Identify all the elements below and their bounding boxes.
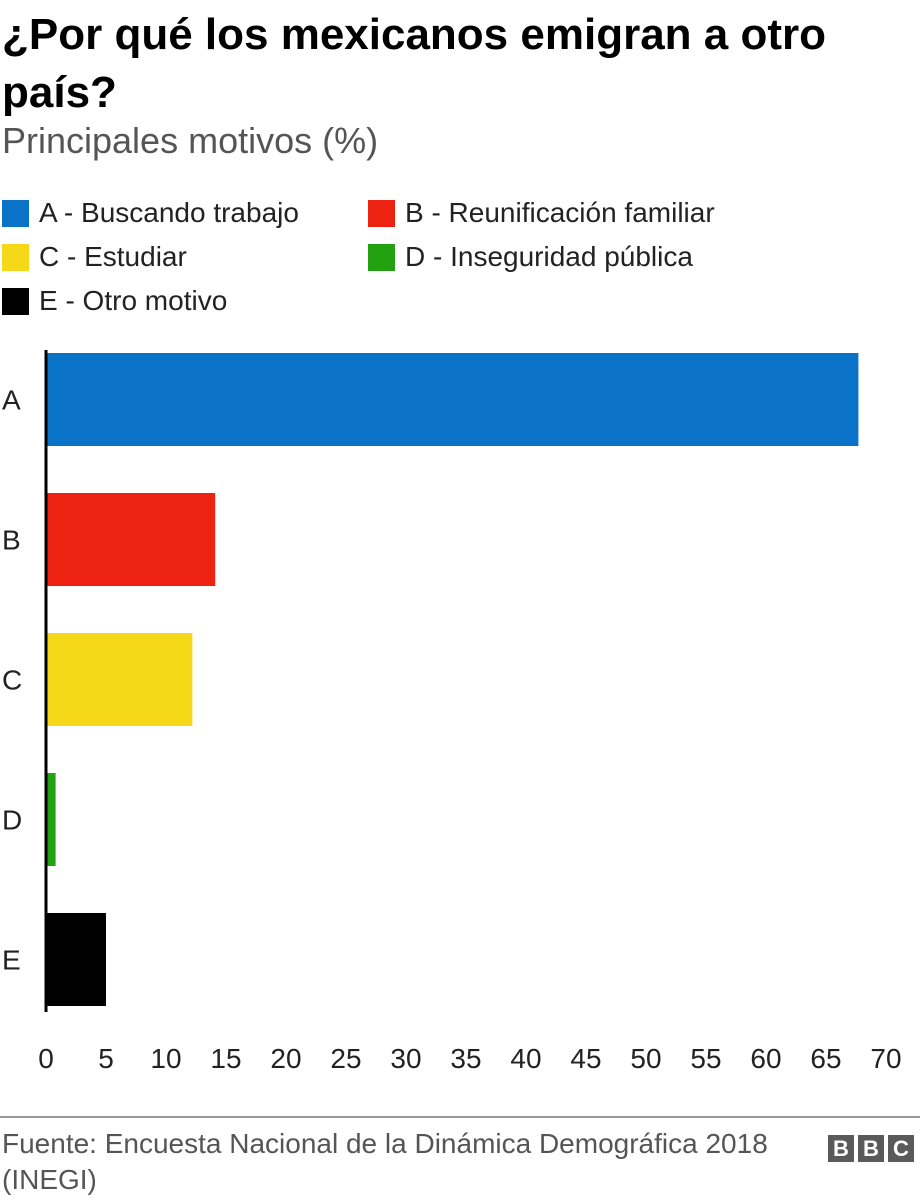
x-tick-label: 55 [690, 1043, 721, 1074]
x-tick-label: 35 [450, 1043, 481, 1074]
bbc-logo: B B C [828, 1135, 914, 1162]
legend-item-e: E - Otro motivo [2, 284, 227, 318]
legend-item-a: A - Buscando trabajo [2, 196, 299, 230]
category-label-a: A [2, 385, 21, 416]
legend-swatch-a [2, 199, 29, 227]
x-tick-label: 65 [810, 1043, 841, 1074]
x-tick-label: 5 [98, 1043, 114, 1074]
legend-swatch-c [2, 243, 29, 271]
category-label-b: B [2, 525, 21, 556]
bbc-logo-letter: B [828, 1135, 854, 1162]
footer-divider [0, 1116, 920, 1118]
bbc-logo-letter: B [858, 1135, 884, 1162]
legend-label-e: E - Otro motivo [39, 285, 228, 316]
x-tick-label: 60 [750, 1043, 781, 1074]
bar-e [46, 913, 106, 1006]
legend-label-a: A - Buscando trabajo [39, 197, 299, 228]
legend-swatch-b [368, 199, 395, 227]
x-tick-label: 0 [38, 1043, 54, 1074]
legend-label-c: C - Estudiar [39, 241, 187, 272]
x-tick-label: 10 [150, 1043, 181, 1074]
category-label-d: D [2, 805, 22, 836]
bar-b [46, 493, 216, 586]
bbc-logo-letter: C [888, 1135, 914, 1162]
legend-label-d: D - Inseguridad pública [405, 241, 693, 272]
x-tick-label: 20 [270, 1043, 301, 1074]
bar-d [46, 773, 56, 866]
x-tick-label: 50 [630, 1043, 661, 1074]
legend-item-c: C - Estudiar [2, 240, 187, 274]
bar-chart: A B C D E 0 5 10 15 20 25 30 35 40 45 50 55 60 65 70 [2, 350, 902, 1074]
category-label-c: C [2, 665, 22, 696]
legend-swatch-e [2, 287, 29, 315]
source-note: Fuente: Encuesta Nacional de la Dinámica… [2, 1128, 768, 1195]
x-tick-label: 30 [390, 1043, 421, 1074]
legend-item-d: D - Inseguridad pública [368, 240, 693, 274]
bar-a [46, 353, 859, 446]
x-tick-label: 70 [870, 1043, 901, 1074]
x-tick-label: 15 [210, 1043, 241, 1074]
category-label-e: E [2, 945, 21, 976]
chart-subtitle: Principales motivos (%) [2, 120, 379, 161]
legend-label-b: B - Reunificación familiar [405, 197, 715, 228]
x-tick-label: 25 [330, 1043, 361, 1074]
x-tick-label: 40 [510, 1043, 541, 1074]
legend-swatch-d [368, 243, 395, 271]
bar-c [46, 633, 193, 726]
chart-title: ¿Por qué los mexicanos emigran a otro pa… [2, 10, 826, 117]
legend-item-b: B - Reunificación familiar [368, 196, 715, 230]
x-tick-label: 45 [570, 1043, 601, 1074]
